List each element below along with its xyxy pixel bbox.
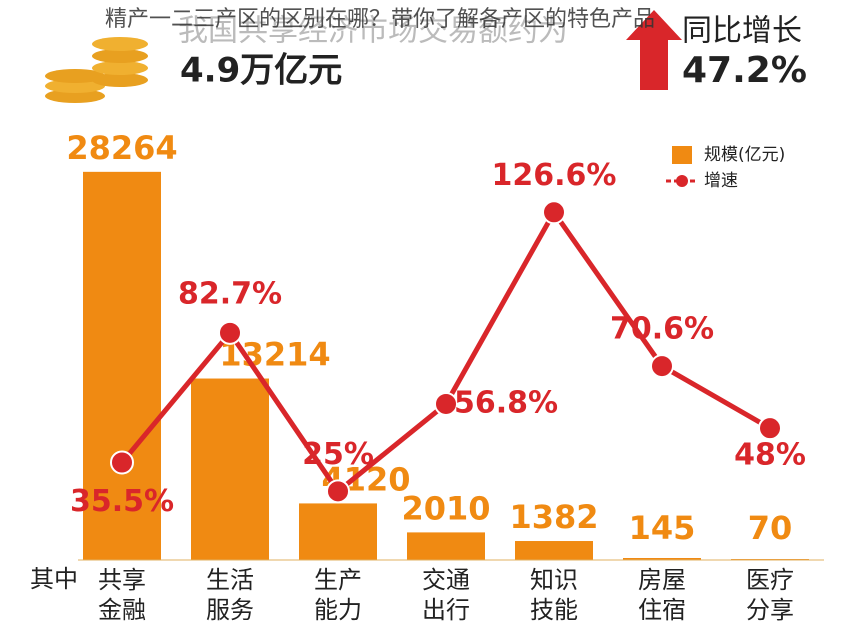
growth: 47.2% [682, 50, 807, 91]
x-tick-label: 生活 服务 [206, 566, 254, 624]
x-tick-label: 医疗 分享 [746, 566, 794, 624]
bar [83, 171, 161, 560]
bar [191, 378, 269, 560]
bar-value-label: 28264 [66, 129, 177, 167]
line-point [650, 354, 674, 379]
line-value-label: 25% [302, 437, 374, 472]
legend-label: 增速 [704, 171, 738, 191]
x-tick-label: 房屋 住宿 [638, 566, 686, 624]
line-value-label: 126.6% [492, 158, 617, 193]
bar [299, 503, 377, 560]
legend-swatch [672, 146, 692, 164]
arrow-icon [626, 10, 682, 90]
x-tick-label: 生产 能力 [314, 566, 362, 624]
line-point [434, 391, 458, 416]
legend-label: 规模(亿元) [704, 145, 785, 165]
bar-value-label: 70 [748, 509, 793, 547]
x-tick-label: 知识 技能 [530, 566, 578, 624]
bar [623, 558, 701, 560]
coins-icon [45, 37, 148, 103]
total: 4.9万亿元 [180, 51, 342, 91]
bar [407, 532, 485, 560]
bar-value-label: 2010 [401, 489, 490, 527]
growth-label: 同比增长 [682, 14, 802, 49]
bar-value-label: 145 [629, 509, 696, 547]
line-value-label: 56.8% [454, 385, 558, 420]
watermark: 精产一二三产区的区别在哪？带你了解各产区的特色产品 [105, 7, 655, 32]
line-point [218, 320, 242, 345]
line-value-label: 48% [734, 438, 806, 473]
x-tick-label: 交通 出行 [422, 566, 470, 624]
line-value-label: 82.7% [178, 276, 282, 311]
bar [515, 541, 593, 560]
row-label: 其中 [30, 565, 78, 593]
line-point [758, 416, 782, 441]
x-tick-label: 共享 金融 [98, 566, 146, 624]
bar-value-label: 1382 [509, 498, 598, 536]
legend-swatch [676, 175, 688, 187]
line-point [326, 479, 350, 504]
line-value-label: 70.6% [610, 312, 714, 347]
line-point [542, 200, 566, 225]
subtitle: 我国共享经济市场交易额约为 [178, 14, 568, 49]
line-value-label: 35.5% [70, 484, 174, 519]
line-point [110, 450, 134, 475]
